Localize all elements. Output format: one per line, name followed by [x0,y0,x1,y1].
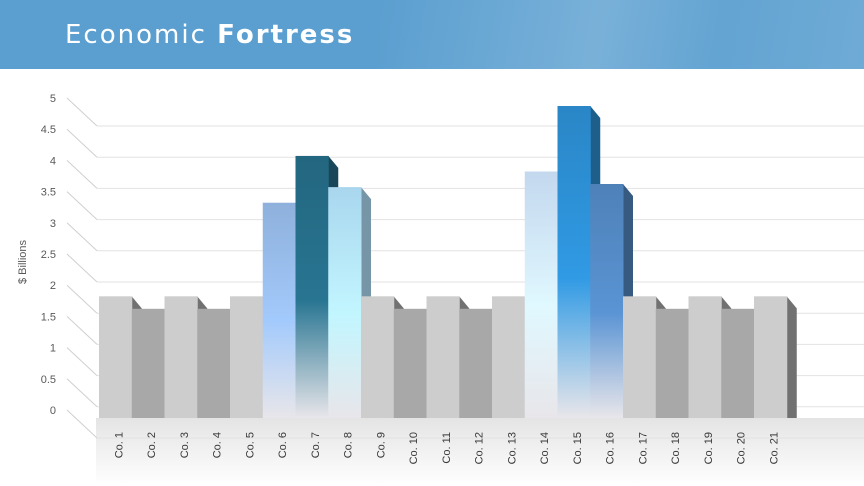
x-tick-label: Co. 17 [637,432,649,464]
x-tick-label: Co. 1 [113,432,125,458]
bar [393,308,427,418]
slide-title-part1: Economic [65,20,218,50]
gridline-wall [66,284,98,314]
gridline-wall [66,160,98,189]
bar [164,296,198,418]
bar [721,308,755,418]
x-tick-label: Co. 3 [179,432,191,458]
x-tick-label: Co. 14 [539,432,551,464]
title-bar: Economic Fortress [0,0,864,69]
x-tick-label: Co. 5 [244,432,256,458]
bar [590,184,624,418]
x-tick-label: Co. 12 [474,432,486,464]
x-tick-label: Co. 15 [572,432,584,464]
gridline-wall [66,347,98,376]
bar [557,106,591,418]
y-tick-label: 0.5 [41,374,56,386]
bar [361,296,395,418]
bar [295,155,329,419]
bar [131,308,165,418]
bar [197,308,231,418]
slide-title: Economic Fortress [65,20,354,50]
x-tick-label: Co. 19 [703,432,715,464]
bar [328,187,362,418]
x-tick-label: Co. 13 [506,432,518,464]
x-tick-label: Co. 20 [736,432,748,464]
x-tick-label: Co. 10 [408,432,420,464]
y-tick-label: 1 [50,343,56,355]
y-tick-label: 3.5 [41,187,56,199]
gridline-wall [66,222,98,252]
bar-chart: 0 0.5 1 1.5 2 2.5 3 3.5 4 4.5 5 $ Billions Co. 1 Co. … [17,93,864,486]
bar [230,296,264,418]
bar [426,296,460,418]
x-tick-label: Co. 9 [375,432,387,458]
y-tick-label: 4 [50,155,56,167]
x-tick-label: Co. 6 [277,432,289,458]
x-tick-label: Co. 18 [670,432,682,464]
x-tick-label: Co. 11 [441,432,453,464]
y-tick-label: 2.5 [41,249,56,261]
bar [524,171,558,418]
x-tick-label: Co. 16 [605,432,617,464]
title-bar-sheen [380,0,864,69]
gridline-wall [66,128,98,158]
gridline-wall [66,316,98,345]
bar [623,296,657,418]
bar [459,308,493,418]
slide-title-part2: Fortress [217,20,355,50]
gridline-wall [66,191,98,220]
bar-side [786,296,797,418]
x-tick-label: Co. 2 [146,432,158,458]
x-tick-label: Co. 21 [768,432,780,464]
bar [492,296,526,418]
bar [754,296,788,418]
y-tick-label: 4.5 [41,124,56,136]
gridline-wall [66,409,98,439]
x-tick-label: Co. 4 [212,432,224,458]
y-tick-label: 0 [50,405,56,417]
bar [262,202,296,418]
y-tick-label: 5 [50,93,56,105]
x-tick-label: Co. 8 [343,432,355,458]
y-axis-label: $ Billions [17,239,29,284]
gridline-wall [66,97,98,127]
x-tick-label: Co. 7 [310,432,322,458]
bar [99,296,133,418]
bar [688,296,722,418]
gridline-wall [66,378,98,408]
bar [655,308,689,418]
y-tick-label: 3 [50,218,56,230]
chart-floor [96,418,864,486]
y-tick-label: 1.5 [41,311,56,323]
y-tick-label: 2 [50,280,56,292]
gridline-wall [66,253,98,283]
